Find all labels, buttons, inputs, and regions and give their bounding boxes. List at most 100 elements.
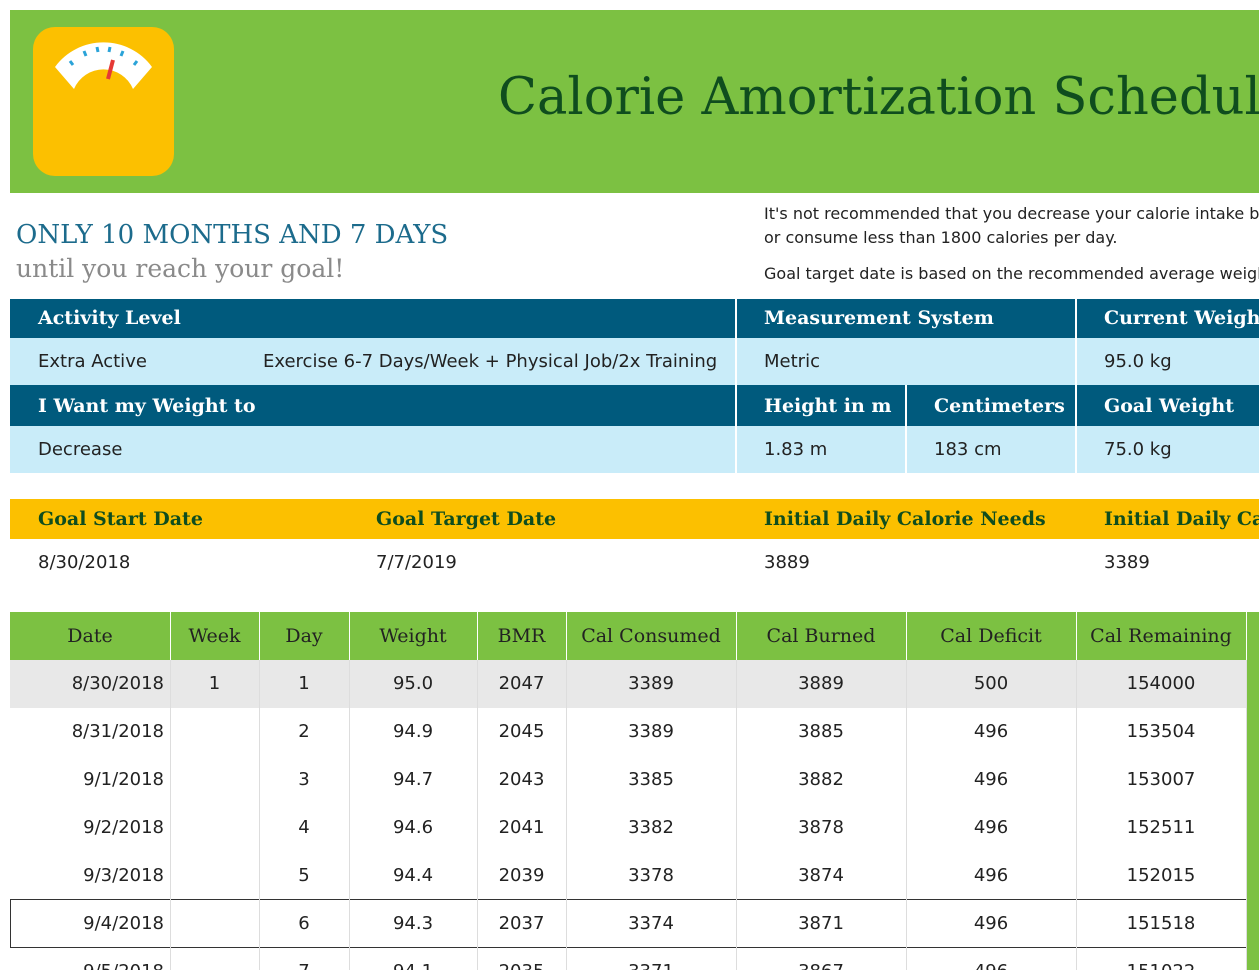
cell: 496 bbox=[973, 865, 1009, 886]
col-line bbox=[259, 660, 260, 970]
goal-header: Initial Daily Calorie Needs bbox=[764, 508, 1046, 530]
cell: 153504 bbox=[1126, 721, 1196, 742]
goal-header: Goal Target Date bbox=[376, 508, 557, 530]
column-header: Week bbox=[188, 625, 241, 647]
col-line bbox=[349, 660, 350, 970]
column-header: Day bbox=[285, 625, 323, 647]
cell: 94.9 bbox=[392, 721, 434, 742]
cell: 3874 bbox=[798, 865, 844, 886]
cell: 95.0 bbox=[392, 673, 434, 694]
field-value: 75.0 kg bbox=[1104, 439, 1172, 460]
cell: 3371 bbox=[566, 963, 736, 970]
column-header: Weight bbox=[379, 625, 447, 647]
countdown-subtitle: until you reach your goal! bbox=[16, 254, 345, 283]
first-row-bg bbox=[10, 660, 1246, 708]
cell: 94.1 bbox=[328, 963, 498, 970]
cell: 3374 bbox=[628, 913, 674, 934]
cell: 2047 bbox=[498, 673, 545, 694]
divider bbox=[905, 385, 907, 473]
cell: 94.6 bbox=[392, 817, 434, 838]
cell: 9/3/2018 bbox=[83, 865, 164, 886]
cell: 94.3 bbox=[392, 913, 434, 934]
goal-value: 7/7/2019 bbox=[376, 552, 457, 573]
cell: 151518 bbox=[1126, 913, 1196, 934]
column-header: Cal Consumed bbox=[581, 625, 721, 647]
col-line bbox=[736, 660, 737, 970]
col-line bbox=[477, 612, 478, 660]
cell: 3389 bbox=[628, 721, 674, 742]
cell: 3878 bbox=[798, 817, 844, 838]
col-line bbox=[170, 612, 171, 660]
cell: 151022 bbox=[1076, 963, 1246, 970]
column-header: Date bbox=[67, 625, 113, 647]
cell: 94.7 bbox=[392, 769, 434, 790]
col-line bbox=[1246, 612, 1247, 660]
cell: 3378 bbox=[628, 865, 674, 886]
profile-header bbox=[10, 385, 1259, 426]
cell: 3871 bbox=[798, 913, 844, 934]
col-line bbox=[259, 612, 260, 660]
cell: 2 bbox=[298, 721, 310, 742]
cell: 3389 bbox=[628, 673, 674, 694]
goal-header: Goal Start Date bbox=[38, 508, 203, 530]
col-line bbox=[477, 660, 478, 970]
column-header: BMR bbox=[497, 625, 546, 647]
col-line bbox=[1076, 612, 1077, 660]
selected-row bbox=[10, 899, 1259, 948]
cell: 496 bbox=[973, 721, 1009, 742]
cell: 1 bbox=[298, 673, 310, 694]
col-line bbox=[736, 612, 737, 660]
cell: 3382 bbox=[628, 817, 674, 838]
field-header: Current Weight bbox=[1104, 307, 1259, 329]
note: It's not recommended that you decrease y… bbox=[764, 204, 1259, 223]
cell: 154000 bbox=[1126, 673, 1196, 694]
note: Goal target date is based on the recomme… bbox=[764, 264, 1259, 283]
cell: 5 bbox=[298, 865, 310, 886]
title: Calorie Amortization Schedule bbox=[498, 68, 1259, 127]
cell: 153007 bbox=[1126, 769, 1196, 790]
cell: 9/4/2018 bbox=[83, 913, 164, 934]
col-line bbox=[566, 612, 567, 660]
cell: 6 bbox=[298, 913, 310, 934]
col-line bbox=[906, 660, 907, 970]
field-value: Metric bbox=[764, 351, 820, 372]
cell: 2035 bbox=[437, 963, 607, 970]
cell: 3385 bbox=[628, 769, 674, 790]
cell: 9/1/2018 bbox=[83, 769, 164, 790]
field-value: 95.0 kg bbox=[1104, 351, 1172, 372]
field-value: Exercise 6-7 Days/Week + Physical Job/2x… bbox=[263, 351, 718, 372]
cell: 496 bbox=[906, 963, 1076, 970]
cell: 8/30/2018 bbox=[71, 673, 164, 694]
cell: 3889 bbox=[798, 673, 844, 694]
cell: 2045 bbox=[498, 721, 545, 742]
schedule-header bbox=[10, 612, 1259, 660]
schedule-extra-col bbox=[1247, 612, 1259, 970]
cell: 9/5/2018 bbox=[10, 963, 164, 970]
cell: 3885 bbox=[798, 721, 844, 742]
profile-header bbox=[10, 299, 1259, 338]
profile-row bbox=[10, 426, 1259, 473]
cell: 9/2/2018 bbox=[83, 817, 164, 838]
goals-header bbox=[10, 499, 1259, 539]
cell: 7 bbox=[219, 963, 389, 970]
divider bbox=[735, 299, 737, 473]
goal-value: 3389 bbox=[1104, 552, 1150, 573]
field-value: 1.83 m bbox=[764, 439, 828, 460]
cell: 2041 bbox=[498, 817, 545, 838]
cell: 3882 bbox=[798, 769, 844, 790]
col-line bbox=[170, 660, 171, 970]
col-line bbox=[1076, 660, 1077, 970]
field-header: I Want my Weight to bbox=[38, 395, 256, 417]
column-header: Cal Remaining bbox=[1090, 625, 1232, 647]
cell: 94.4 bbox=[392, 865, 434, 886]
field-value: 183 cm bbox=[934, 439, 1002, 460]
field-header: Centimeters bbox=[934, 395, 1065, 417]
column-header: Cal Burned bbox=[766, 625, 876, 647]
cell: 152511 bbox=[1126, 817, 1196, 838]
cell: 2043 bbox=[498, 769, 545, 790]
scale-icon bbox=[33, 27, 174, 176]
countdown-headline: ONLY 10 MONTHS AND 7 DAYS bbox=[16, 220, 449, 250]
col-line bbox=[566, 660, 567, 970]
field-value: Decrease bbox=[38, 439, 123, 460]
field-value: Extra Active bbox=[38, 351, 147, 372]
